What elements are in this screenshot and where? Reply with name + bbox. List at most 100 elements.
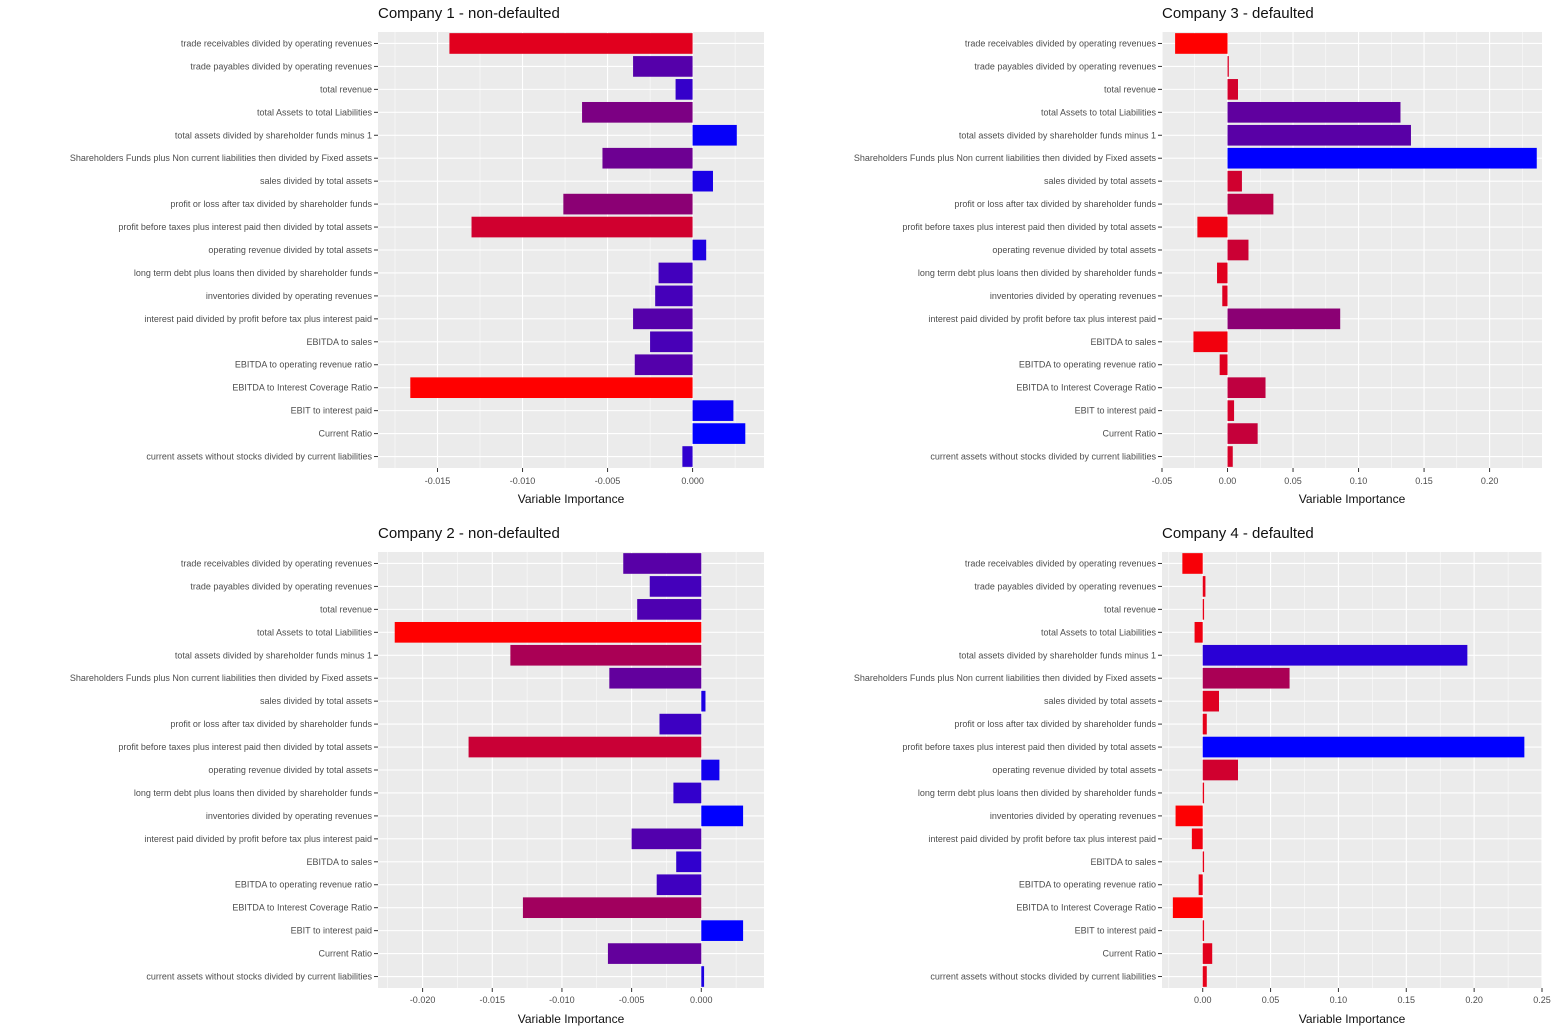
y-tick-label: profit before taxes plus interest paid t… bbox=[118, 742, 372, 752]
bar bbox=[1227, 423, 1258, 444]
y-tick-label: profit before taxes plus interest paid t… bbox=[902, 742, 1156, 752]
y-tick-label: sales divided by total assets bbox=[1044, 176, 1157, 186]
y-tick-label: EBITDA to sales bbox=[1090, 337, 1156, 347]
bar bbox=[701, 920, 744, 941]
y-tick-label: trade receivables divided by operating r… bbox=[965, 38, 1157, 48]
bar bbox=[522, 897, 702, 919]
bar bbox=[1193, 331, 1228, 353]
y-tick-label: current assets without stocks divided by… bbox=[146, 972, 372, 982]
bar bbox=[1202, 713, 1207, 735]
bar bbox=[633, 308, 693, 330]
y-tick-label: EBITDA to operating revenue ratio bbox=[1019, 360, 1156, 370]
bar bbox=[449, 33, 693, 54]
y-tick-label: total revenue bbox=[1104, 604, 1156, 614]
bar bbox=[701, 966, 705, 987]
bar bbox=[1219, 354, 1228, 376]
bar bbox=[1202, 782, 1205, 804]
y-tick-label: EBITDA to operating revenue ratio bbox=[1019, 880, 1156, 890]
chart-panel-4: Company 4 - defaulted trade receivables d… bbox=[854, 525, 1551, 1026]
y-tick-label: sales divided by total assets bbox=[260, 696, 373, 706]
bar bbox=[692, 124, 737, 146]
y-tick-label: Current Ratio bbox=[1102, 429, 1156, 439]
x-tick-label: -0.05 bbox=[1152, 476, 1173, 486]
bar bbox=[1202, 736, 1525, 758]
chart-panel-1: Company 1 - non-defaulted trade receivabl… bbox=[70, 5, 764, 506]
bar bbox=[1227, 308, 1341, 330]
bar bbox=[1202, 851, 1205, 873]
chart-title: Company 3 - defaulted bbox=[1162, 5, 1314, 22]
x-tick-label: 0.05 bbox=[1284, 476, 1302, 486]
bar bbox=[701, 759, 720, 781]
bar bbox=[1194, 621, 1203, 643]
bar bbox=[1175, 805, 1203, 827]
bar bbox=[631, 828, 702, 850]
y-tick-label: profit or loss after tax divided by shar… bbox=[170, 199, 372, 209]
x-axis-title: Variable Importance bbox=[1299, 492, 1406, 506]
x-tick-label: 0.15 bbox=[1415, 476, 1433, 486]
y-tick-label: total Assets to total Liabilities bbox=[257, 627, 373, 637]
bar bbox=[1202, 966, 1207, 987]
y-tick-label: interest paid divided by profit before t… bbox=[144, 834, 372, 844]
y-tick-label: profit or loss after tax divided by shar… bbox=[954, 719, 1156, 729]
y-tick-label: trade payables divided by operating reve… bbox=[974, 581, 1156, 591]
bar bbox=[1202, 599, 1205, 620]
y-tick-label: Current Ratio bbox=[1102, 949, 1156, 959]
y-tick-label: total assets divided by shareholder fund… bbox=[175, 130, 372, 140]
y-tick-label: profit before taxes plus interest paid t… bbox=[118, 222, 372, 232]
y-tick-label: EBITDA to Interest Coverage Ratio bbox=[232, 383, 372, 393]
y-tick-label: profit before taxes plus interest paid t… bbox=[902, 222, 1156, 232]
x-tick-label: 0.10 bbox=[1330, 995, 1348, 1005]
x-tick-label: 0.20 bbox=[1465, 995, 1483, 1005]
y-tick-label: total assets divided by shareholder fund… bbox=[175, 650, 372, 660]
x-tick-label: 0.000 bbox=[690, 995, 713, 1005]
x-tick-label: 0.25 bbox=[1533, 995, 1551, 1005]
chart-panel-2: Company 3 - defaulted trade receivables d… bbox=[854, 5, 1542, 506]
y-tick-label: interest paid divided by profit before t… bbox=[144, 314, 372, 324]
y-tick-label: EBIT to interest paid bbox=[1075, 926, 1156, 936]
y-tick-label: sales divided by total assets bbox=[1044, 696, 1157, 706]
bar bbox=[656, 874, 702, 896]
y-tick-label: EBIT to interest paid bbox=[291, 926, 372, 936]
bar bbox=[1227, 101, 1401, 123]
x-tick-label: 0.10 bbox=[1350, 476, 1368, 486]
y-tick-label: EBITDA to Interest Coverage Ratio bbox=[1016, 903, 1156, 913]
bar bbox=[1202, 667, 1290, 689]
bar bbox=[1202, 920, 1205, 941]
bar bbox=[1202, 943, 1213, 964]
bar bbox=[1227, 124, 1411, 146]
y-tick-label: inventories divided by operating revenue… bbox=[990, 811, 1157, 821]
chart-title: Company 2 - non-defaulted bbox=[378, 525, 560, 542]
x-tick-label: -0.015 bbox=[480, 995, 506, 1005]
bar bbox=[1222, 285, 1228, 307]
y-tick-label: Shareholders Funds plus Non current liab… bbox=[854, 673, 1157, 683]
bar bbox=[1197, 216, 1228, 238]
y-tick-label: EBITDA to sales bbox=[306, 857, 372, 867]
y-tick-label: total assets divided by shareholder fund… bbox=[959, 130, 1156, 140]
bar bbox=[649, 576, 702, 597]
y-tick-label: trade payables divided by operating reve… bbox=[190, 61, 372, 71]
y-tick-label: EBITDA to Interest Coverage Ratio bbox=[1016, 383, 1156, 393]
x-tick-label: -0.020 bbox=[410, 995, 436, 1005]
bar bbox=[1172, 897, 1203, 919]
bar bbox=[1175, 33, 1228, 54]
bar bbox=[692, 170, 713, 192]
y-tick-label: profit or loss after tax divided by shar… bbox=[170, 719, 372, 729]
bar bbox=[510, 644, 702, 666]
y-tick-label: operating revenue divided by total asset… bbox=[992, 765, 1156, 775]
bar bbox=[682, 446, 693, 467]
y-tick-label: EBITDA to operating revenue ratio bbox=[235, 360, 372, 370]
y-tick-label: trade receivables divided by operating r… bbox=[181, 38, 373, 48]
bar bbox=[410, 377, 693, 399]
bar bbox=[1191, 828, 1203, 850]
y-tick-label: total Assets to total Liabilities bbox=[1041, 627, 1157, 637]
bar bbox=[1227, 147, 1537, 169]
y-tick-label: trade receivables divided by operating r… bbox=[181, 558, 373, 568]
bar bbox=[692, 400, 734, 421]
bar bbox=[1227, 193, 1274, 215]
bar bbox=[692, 239, 707, 261]
x-tick-label: -0.005 bbox=[595, 476, 621, 486]
x-axis-title: Variable Importance bbox=[1299, 1012, 1406, 1026]
x-tick-label: 0.15 bbox=[1398, 995, 1416, 1005]
y-tick-label: long term debt plus loans then divided b… bbox=[134, 268, 373, 278]
y-tick-label: current assets without stocks divided by… bbox=[146, 452, 372, 462]
